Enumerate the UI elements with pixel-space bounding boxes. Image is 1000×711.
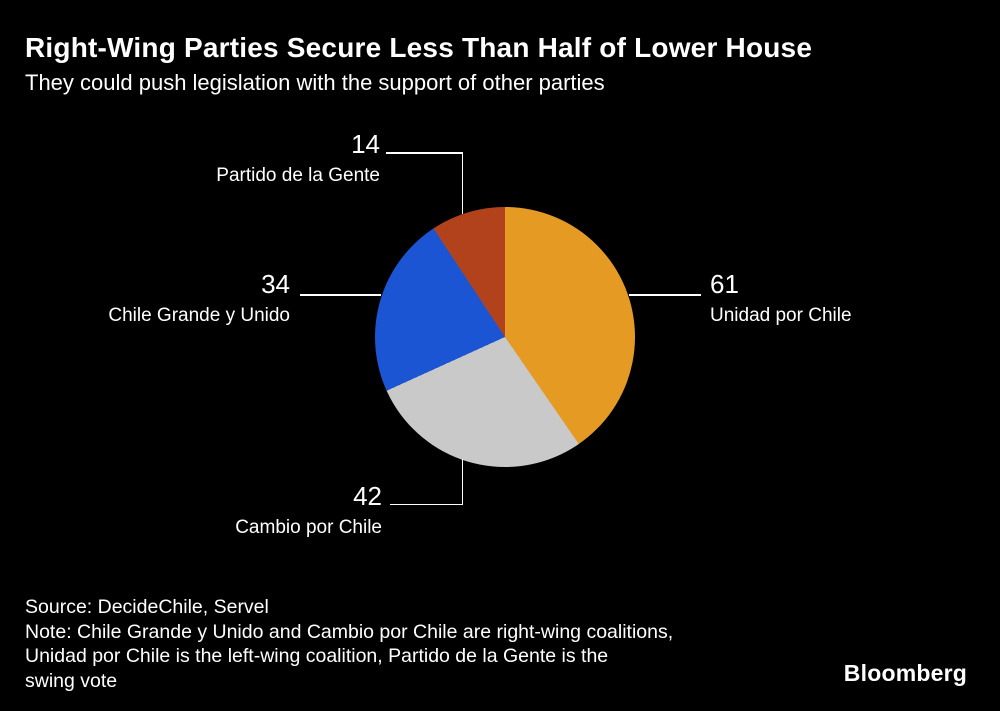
name-unidad-por-chile: Unidad por Chile — [710, 305, 852, 326]
name-partido-de-la-gente: Partido de la Gente — [216, 165, 380, 186]
label-partido-de-la-gente: 14 Partido de la Gente — [216, 129, 380, 187]
leader-line-cambio-vertical — [461, 459, 463, 505]
leader-line-partido-horizontal — [386, 152, 463, 154]
label-cambio-por-chile: 42 Cambio por Chile — [235, 481, 382, 539]
note-line-2: Unidad por Chile is the left-wing coalit… — [25, 645, 609, 667]
chart-subtitle: They could push legislation with the sup… — [25, 70, 605, 95]
value-cambio-por-chile: 42 — [353, 481, 382, 511]
bloomberg-logo: Bloomberg — [843, 660, 967, 686]
value-chile-grande-y-unido: 34 — [261, 269, 290, 299]
leader-line-partido-vertical — [461, 152, 463, 214]
note-line-3: swing vote — [25, 669, 118, 692]
pie-chart — [375, 207, 635, 467]
chart-title: Right-Wing Parties Secure Less Than Half… — [25, 32, 813, 63]
source-line: Source: DecideChile, Servel — [25, 596, 269, 618]
leader-line-unidad — [629, 294, 701, 296]
value-unidad-por-chile: 61 — [710, 269, 739, 299]
note-line-1: Note: Chile Grande y Unido and Cambio po… — [25, 620, 674, 643]
leader-line-cambio-horizontal — [390, 503, 463, 505]
name-cambio-por-chile: Cambio por Chile — [235, 517, 382, 538]
value-partido-de-la-gente: 14 — [351, 129, 380, 159]
label-chile-grande-y-unido: 34 Chile Grande y Unido — [108, 269, 290, 327]
label-unidad-por-chile: 61 Unidad por Chile — [710, 269, 852, 327]
name-chile-grande-y-unido: Chile Grande y Unido — [108, 305, 290, 326]
footer: Source: DecideChile, Servel Note: Chile … — [25, 595, 673, 693]
leader-line-chile-grande — [300, 294, 381, 296]
